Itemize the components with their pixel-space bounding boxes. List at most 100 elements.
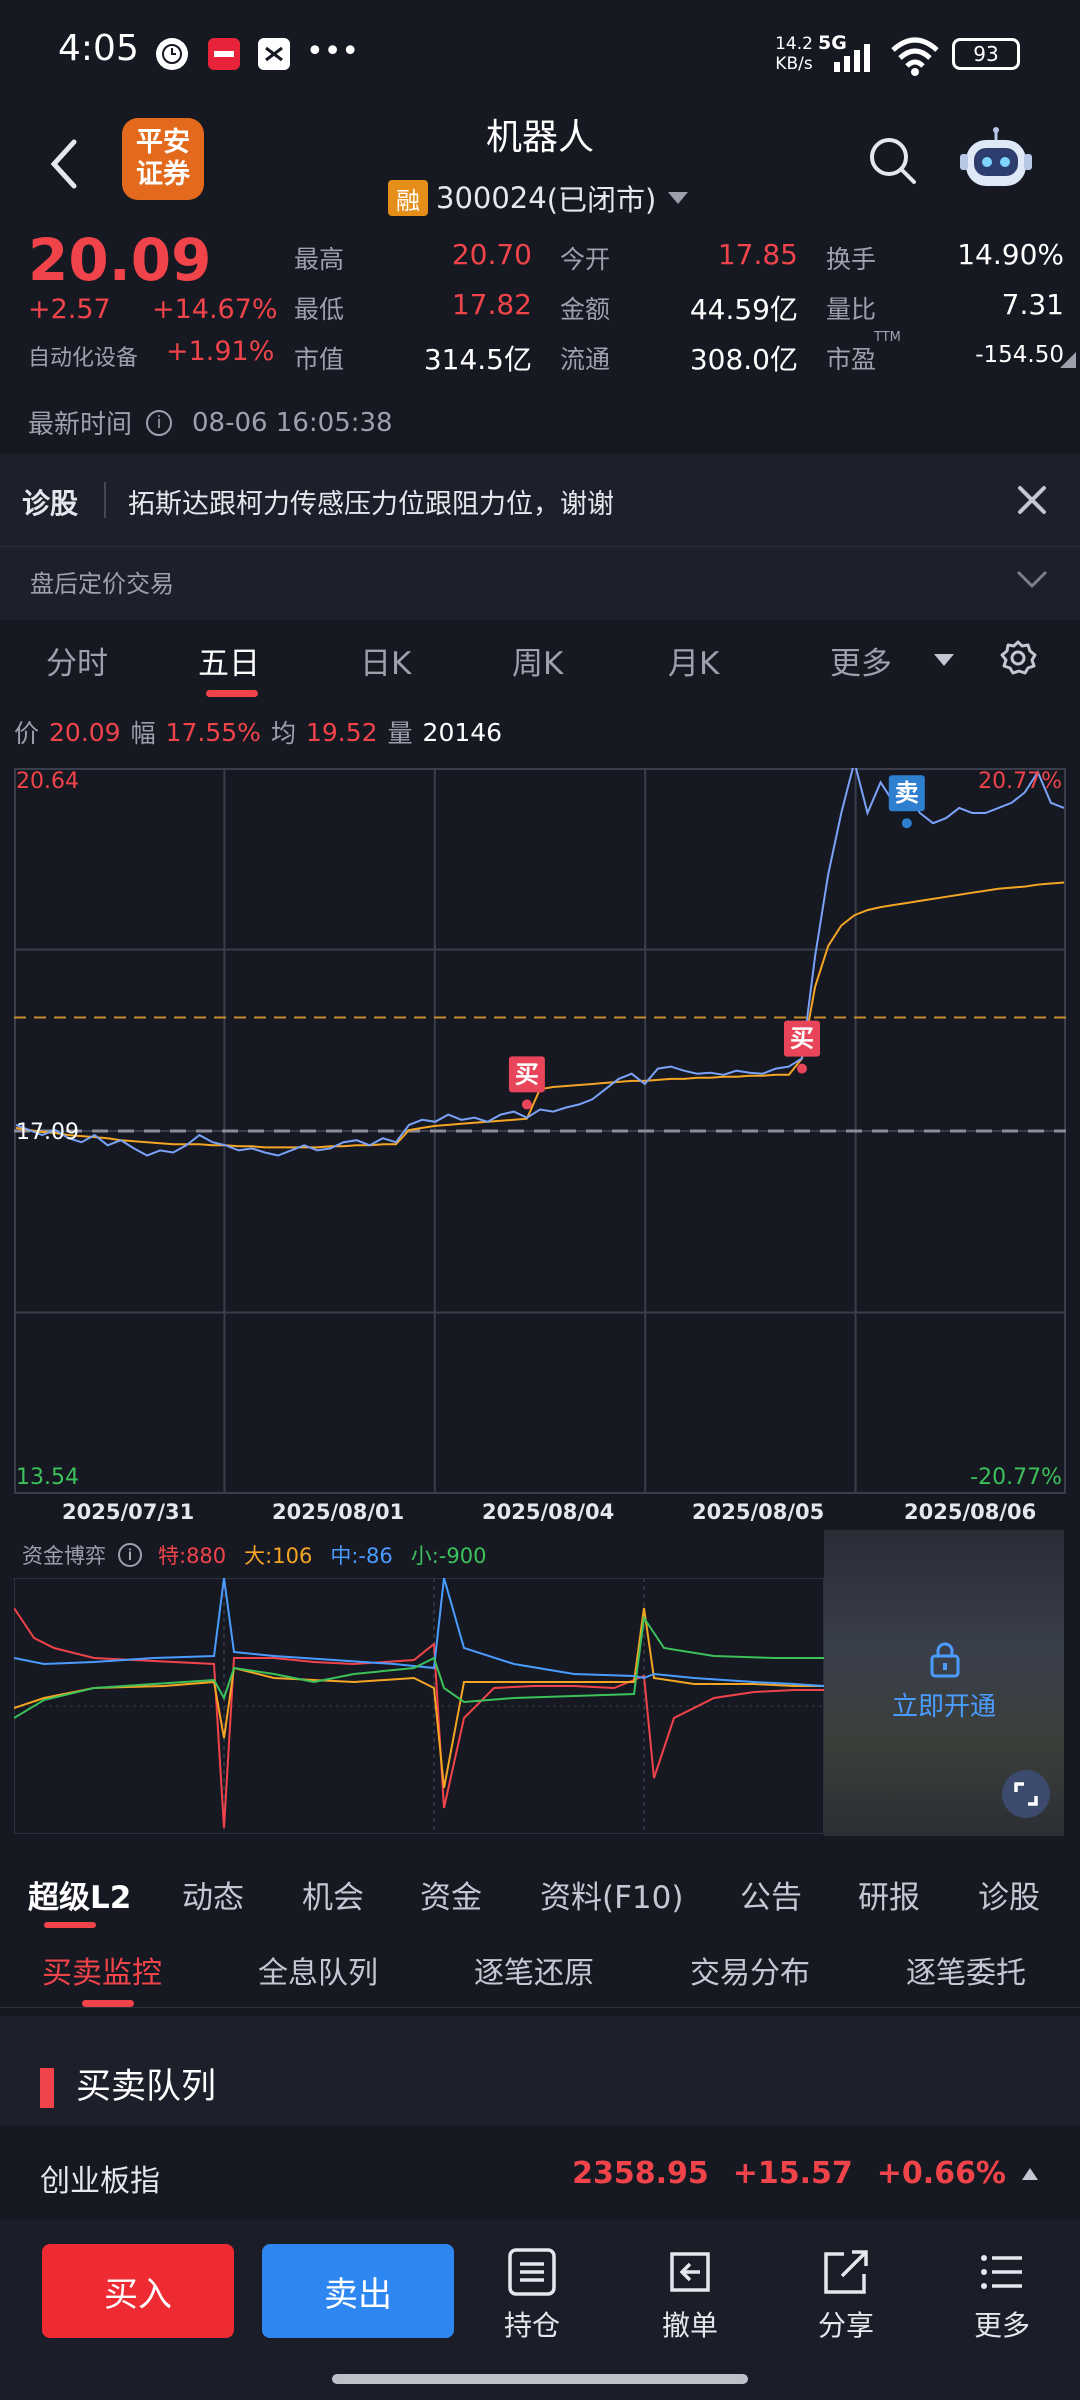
small-line xyxy=(14,1615,824,1719)
tab-intraday[interactable]: 分时 xyxy=(46,646,108,682)
mid-label: 中:-86 xyxy=(330,1544,393,1568)
sell-button[interactable]: 卖出 xyxy=(262,2244,454,2338)
chevron-down-icon[interactable] xyxy=(1012,564,1052,594)
diagnose-text[interactable]: 拓斯达跟柯力传感压力位跟阻力位，谢谢 xyxy=(128,489,614,520)
index-change-pct: +0.66% xyxy=(876,2156,1006,2191)
divider xyxy=(0,546,1080,547)
cancel-order-icon xyxy=(670,2252,710,2292)
price-change-pct: +14.67% xyxy=(152,294,278,325)
large-line xyxy=(14,1607,824,1789)
tab-announcements[interactable]: 公告 xyxy=(740,1880,802,1916)
share-button[interactable]: 分享 xyxy=(786,2246,906,2344)
market-cap-value: 314.5亿 xyxy=(423,343,532,376)
y-bottom-label: 13.54 xyxy=(16,1465,79,1490)
more-button[interactable]: 更多 xyxy=(942,2246,1062,2344)
tab-tick-replay[interactable]: 逐笔还原 xyxy=(474,1956,594,1991)
date-label: 2025/08/06 xyxy=(904,1500,1037,1524)
tab-trade-monitor[interactable]: 买卖监控 xyxy=(42,1956,162,1991)
back-arrow-icon[interactable] xyxy=(40,134,90,194)
sector-name[interactable]: 自动化设备 xyxy=(28,346,139,371)
dropdown-triangle-icon[interactable] xyxy=(930,650,958,670)
date-label: 2025/07/31 xyxy=(62,1500,195,1524)
volume-ratio-value: 7.31 xyxy=(1001,288,1064,321)
mid-line xyxy=(14,1578,824,1687)
stock-name: 机器人 xyxy=(485,117,594,158)
clock-icon xyxy=(156,38,188,70)
share-icon xyxy=(824,2250,868,2294)
info-icon[interactable]: i xyxy=(146,409,173,436)
market-status: (已闭市) xyxy=(546,183,657,217)
stock-code: 300024 xyxy=(436,181,547,215)
cancel-order-button[interactable]: 撤单 xyxy=(630,2246,750,2344)
signal-icon xyxy=(834,44,870,72)
tab-news[interactable]: 动态 xyxy=(182,1880,244,1916)
average-price-line xyxy=(15,881,1065,1149)
expand-button[interactable] xyxy=(1002,1770,1050,1818)
tab-more[interactable]: 更多 xyxy=(830,646,892,682)
tab-full-queue[interactable]: 全息队列 xyxy=(258,1956,378,1991)
buy-marker[interactable]: 买 xyxy=(784,1020,820,1074)
sector-change-pct: +1.91% xyxy=(166,336,275,367)
buy-marker[interactable]: 买 xyxy=(508,1056,545,1110)
turnover-value: 14.90% xyxy=(957,238,1064,271)
margin-badge: 融 xyxy=(388,180,428,216)
buy-button[interactable]: 买入 xyxy=(42,2244,234,2338)
update-time-row: 最新时间 i 08-06 16:05:38 xyxy=(28,404,393,441)
amount-label: 金额 xyxy=(560,295,611,324)
svg-text:买: 买 xyxy=(790,1025,814,1053)
tab-opportunity[interactable]: 机会 xyxy=(302,1880,364,1916)
tab-trade-distribution[interactable]: 交易分布 xyxy=(690,1956,810,1991)
pe-value: -154.50 xyxy=(975,342,1064,368)
app-notification-icon xyxy=(208,38,240,70)
tab-f10[interactable]: 资料(F10) xyxy=(540,1880,684,1916)
robot-assistant-icon[interactable] xyxy=(960,126,1032,192)
close-icon[interactable] xyxy=(1012,480,1052,520)
share-label: 分享 xyxy=(817,2309,874,2342)
home-indicator[interactable] xyxy=(332,2374,748,2384)
range-value: 17.55% xyxy=(165,717,261,747)
five-day-chart[interactable]: 买买卖 20.64 13.54 17.09 20.77% -20.77% xyxy=(14,768,1066,1494)
battery-icon: 93 xyxy=(952,38,1020,70)
tab-diagnose[interactable]: 诊股 xyxy=(978,1880,1040,1916)
tab-research[interactable]: 研报 xyxy=(858,1880,920,1916)
order-queue-title: 买卖队列 xyxy=(76,2067,217,2107)
high-value: 20.70 xyxy=(451,238,532,271)
stock-header: 平安 证券 机器人 融 300024 (已闭市) xyxy=(0,110,1080,224)
avg-value: 19.52 xyxy=(305,717,378,747)
small-label: 小:-900 xyxy=(410,1544,487,1568)
holdings-button[interactable]: 持仓 xyxy=(472,2246,592,2344)
expand-icon xyxy=(1014,1782,1038,1806)
broker-logo: 平安 证券 xyxy=(122,118,204,200)
search-icon[interactable] xyxy=(866,134,920,188)
tab-weekly-k[interactable]: 周K xyxy=(512,646,564,682)
tab-five-day[interactable]: 五日 xyxy=(198,646,260,682)
sell-marker[interactable]: 卖 xyxy=(888,775,925,829)
float-cap-value: 308.0亿 xyxy=(689,343,798,376)
gear-icon[interactable] xyxy=(998,638,1038,678)
fund-flow-title: 资金博弈 xyxy=(22,1544,106,1568)
after-hours-trading[interactable]: 盘后定价交易 xyxy=(30,570,174,598)
fund-flow-lock-overlay[interactable]: 立即开通 xyxy=(824,1530,1064,1836)
tab-super-l2[interactable]: 超级L2 xyxy=(28,1880,132,1916)
fund-flow-chart xyxy=(14,1578,824,1834)
pct-bottom-label: -20.77% xyxy=(970,1465,1062,1490)
avg-label: 均 xyxy=(270,719,296,748)
info-icon[interactable]: i xyxy=(118,1543,142,1567)
tab-daily-k[interactable]: 日K xyxy=(360,646,412,682)
chart-date-axis: 2025/07/31 2025/08/01 2025/08/04 2025/08… xyxy=(0,1500,1080,1530)
index-ticker-row[interactable]: 创业板指 2358.95 +15.57 +0.66% xyxy=(0,2130,1080,2220)
tab-tick-orders[interactable]: 逐笔委托 xyxy=(906,1956,1026,1991)
corner-triangle-icon xyxy=(1060,352,1076,368)
fund-flow-header: 资金博弈 i 特:880 大:106 中:-86 小:-900 xyxy=(22,1540,486,1570)
diagnose-banner[interactable]: 诊股 拓斯达跟柯力传感压力位跟阻力位，谢谢 盘后定价交易 xyxy=(0,454,1080,620)
turnover-label: 换手 xyxy=(826,245,877,274)
stock-code-row[interactable]: 融 300024 (已闭市) xyxy=(388,178,692,218)
l2-sub-tabs: 买卖监控 全息队列 逐笔还原 交易分布 逐笔委托 xyxy=(0,1942,1080,2008)
chart-period-tabs: 分时 五日 日K 周K 月K 更多 xyxy=(0,622,1080,702)
y-ref-label: 17.09 xyxy=(16,1120,79,1145)
low-value: 17.82 xyxy=(451,288,532,321)
price-value: 20.09 xyxy=(49,717,121,747)
unlock-now-button[interactable]: 立即开通 xyxy=(891,1692,996,1722)
tab-funds[interactable]: 资金 xyxy=(420,1880,482,1916)
tab-monthly-k[interactable]: 月K xyxy=(668,646,720,682)
